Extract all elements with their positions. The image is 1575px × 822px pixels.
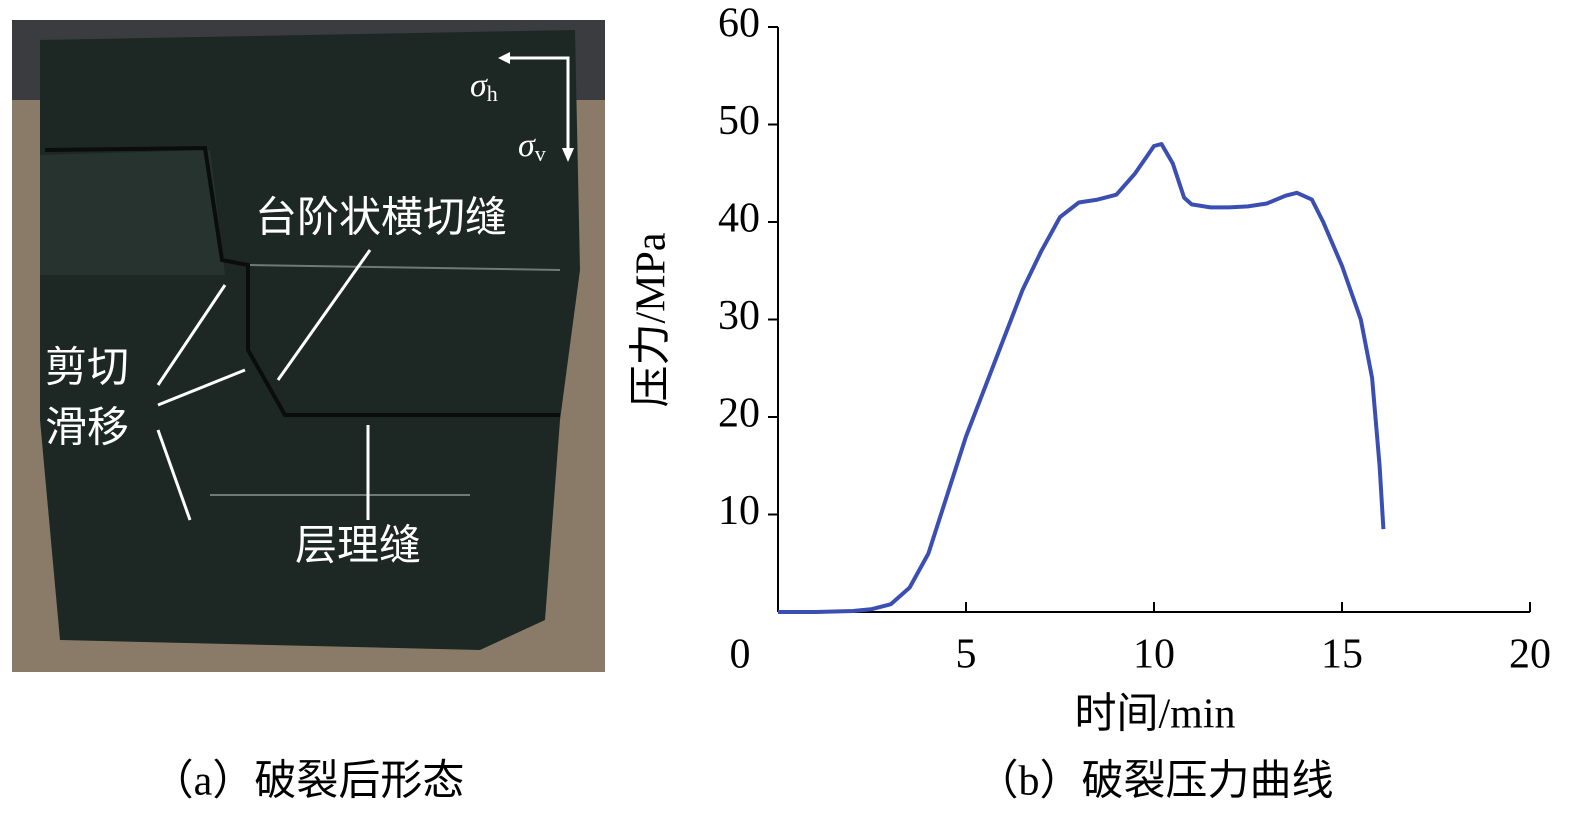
photo-labels: 台阶状横切缝 剪切 滑移 层理缝 σh σv	[45, 67, 546, 570]
stress-symbol: σ	[518, 127, 536, 164]
arrow-heads	[498, 52, 574, 162]
photo-label: 层理缝	[295, 524, 421, 570]
photo-label: 剪切	[45, 346, 129, 392]
caption: （a）破裂后形态	[152, 759, 465, 805]
stress-sub: v	[535, 141, 546, 166]
leader-lines	[156, 56, 570, 521]
x-tick-label: 5	[956, 632, 977, 678]
bedding-line	[249, 264, 561, 271]
photo-label: 滑移	[45, 406, 129, 452]
x-axis-label: 时间/min	[1074, 692, 1235, 738]
stress-label: σh	[470, 67, 498, 106]
y-tick-label: 20	[718, 391, 760, 437]
y-axis-label: 压力/MPa	[629, 232, 675, 407]
stress-sub: h	[487, 81, 498, 106]
crack	[44, 145, 560, 417]
stress-symbol: σ	[470, 67, 488, 104]
y-tick-label: 30	[718, 293, 760, 339]
photo: 台阶状横切缝 剪切 滑移 层理缝 σh σv	[12, 20, 605, 672]
y-tick-label: 50	[718, 98, 760, 144]
x-tick-label: 10	[1133, 632, 1175, 678]
x-tick-label: 0	[730, 632, 751, 678]
pressure-line	[778, 142, 1386, 614]
photo-label: 台阶状横切缝	[255, 196, 507, 242]
stress-label: σv	[518, 127, 546, 166]
x-tick-label: 15	[1321, 632, 1363, 678]
y-tick-label: 40	[718, 196, 760, 242]
y-tick-label: 60	[718, 1, 760, 47]
x-tick-label: 20	[1509, 632, 1551, 678]
y-tick-label: 10	[718, 488, 760, 534]
caption: （b）破裂压力曲线	[976, 759, 1333, 805]
rock-face	[40, 150, 225, 275]
